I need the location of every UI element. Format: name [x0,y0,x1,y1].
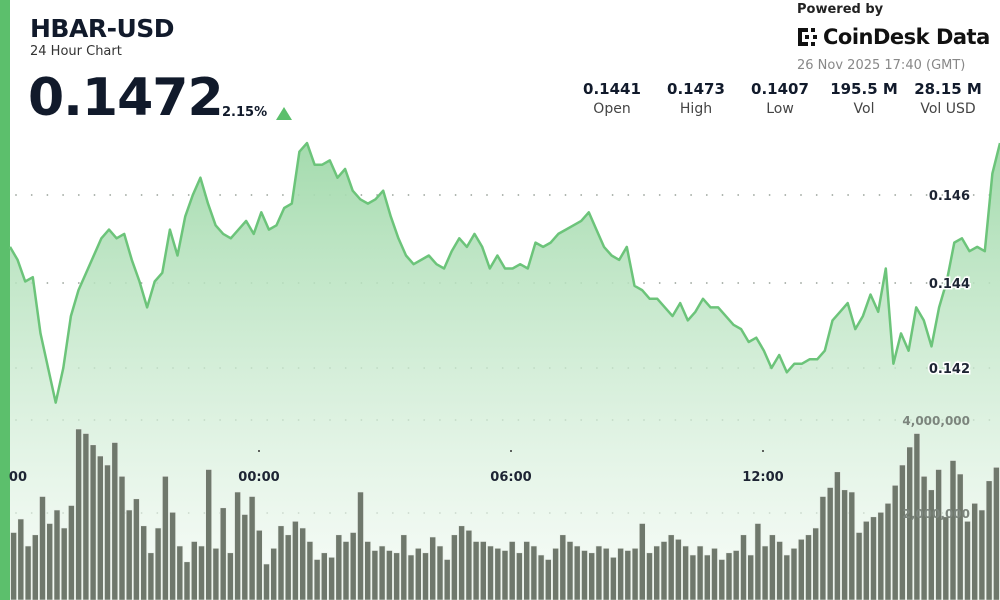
price-line [8,141,1000,404]
stat-value: 0.1407 [751,80,809,98]
brand-name: CoinDesk Data [823,25,990,49]
stat-value: 0.1473 [667,80,725,98]
svg-text:12:00: 12:00 [742,470,783,485]
stats-row: 0.1441 Open 0.1473 High 0.1407 Low 195.5… [570,80,990,117]
symbol-title: HBAR-USD [30,14,175,43]
svg-text:00:00: 00:00 [238,470,279,485]
chart-subtitle: 24 Hour Chart [30,44,122,59]
svg-text:0.144: 0.144 [929,277,970,292]
coindesk-logo: CoinDesk Data [797,25,990,49]
stat-label: Vol USD [920,101,976,117]
x-axis-labels: 00 00:00 06:00 12:00 [9,450,784,485]
accent-bar [0,0,10,600]
coindesk-logo-icon [798,28,817,46]
up-arrow-icon [276,107,292,120]
stat-value: 0.1441 [583,80,641,98]
svg-text:06:00: 06:00 [490,470,531,485]
stat-vol: 195.5 M Vol [822,80,906,117]
stat-value: 28.15 M [914,80,982,98]
stat-label: Low [766,101,794,117]
stat-high: 0.1473 High [654,80,738,117]
stat-value: 195.5 M [830,80,898,98]
svg-text:4,000,000: 4,000,000 [902,414,970,428]
stat-label: High [679,101,713,117]
current-price: 0.1472 [28,68,224,128]
svg-text:0.142: 0.142 [929,362,970,377]
volume-bars [10,428,1000,600]
svg-text:2,000,000: 2,000,000 [902,507,970,521]
price-change: 2.15% [222,105,268,120]
stat-open: 0.1441 Open [570,80,654,117]
timestamp: 26 Nov 2025 17:40 (GMT) [797,58,966,73]
powered-by-label: Powered by [797,2,884,17]
svg-text:00: 00 [9,470,27,485]
price-area [10,143,1000,600]
svg-text:0.146: 0.146 [929,189,970,204]
volume-axis-labels: 4,000,000 2,000,000 [902,414,970,521]
stat-label: Open [593,101,631,117]
stat-low: 0.1407 Low [738,80,822,117]
stat-vol-usd: 28.15 M Vol USD [906,80,990,117]
y-axis-labels: 0.146 0.144 0.142 [927,188,971,379]
stat-label: Vol [853,101,875,117]
